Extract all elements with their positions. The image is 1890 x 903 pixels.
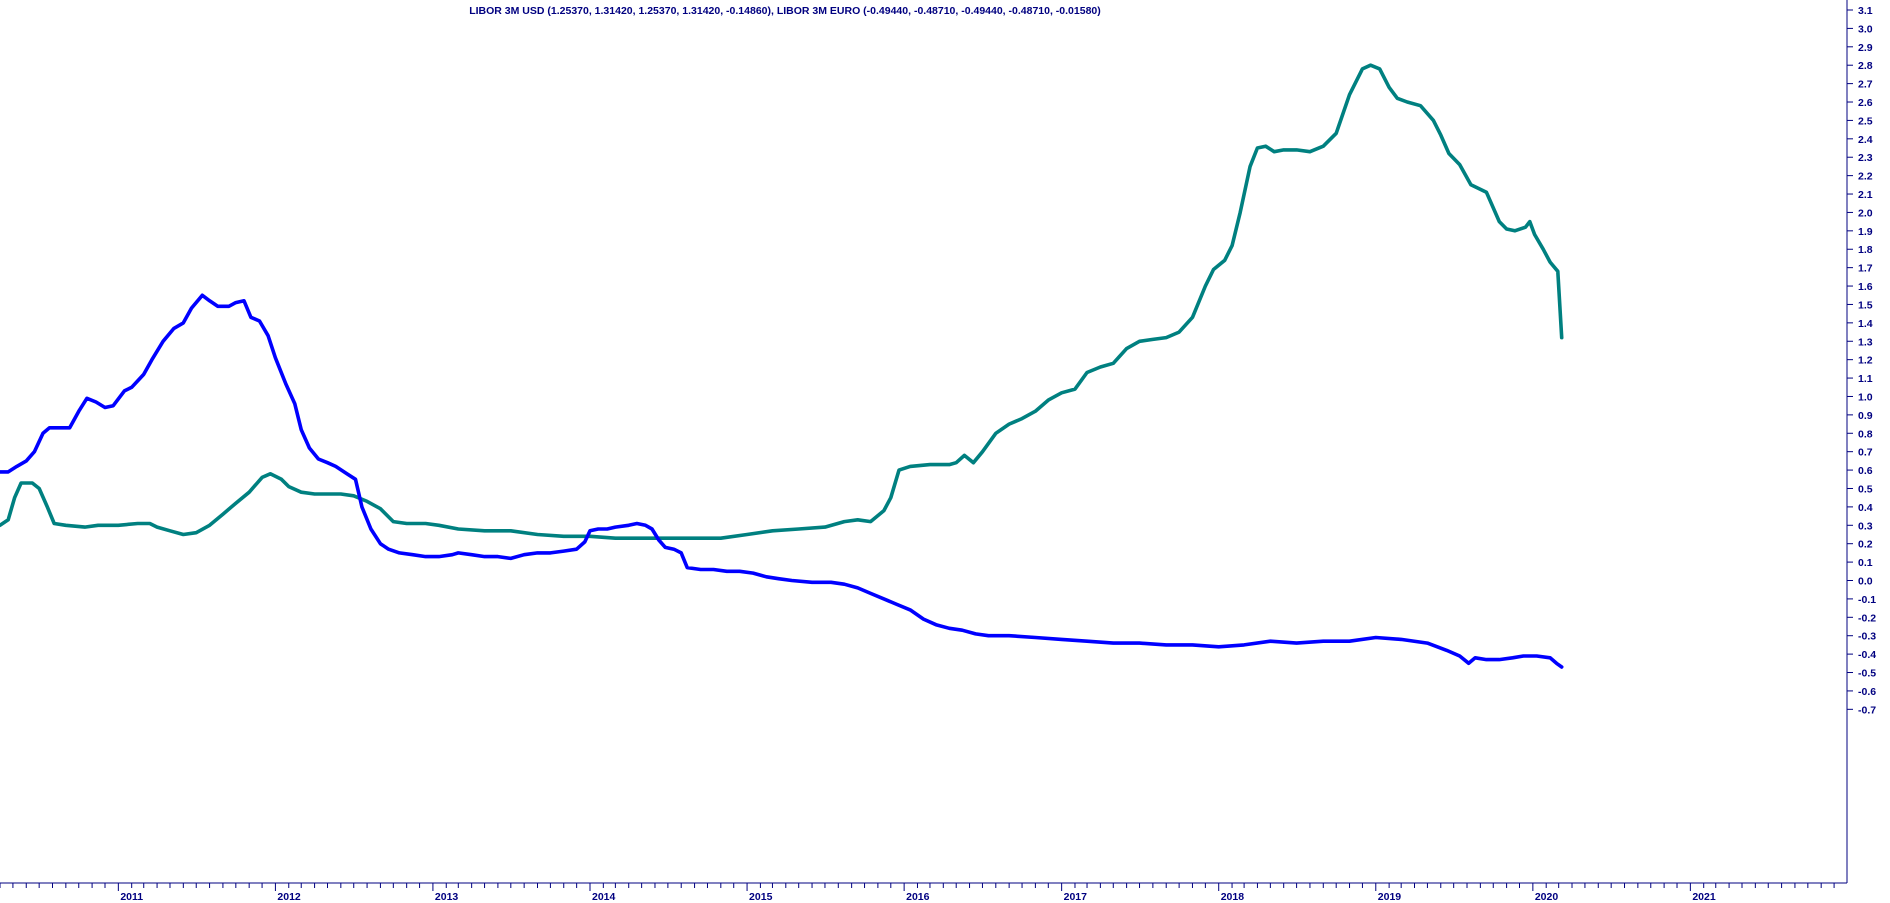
series-group bbox=[0, 63, 1564, 669]
y-tick-label: -0.1 bbox=[1858, 594, 1876, 606]
y-tick-label: 2.6 bbox=[1858, 97, 1873, 109]
y-axis-ticks: 3.1 3.0 2.9 2.8 2.7 2.6 2.5 2.4 2.3 2.2 2.1 2.0 1.9 1… bbox=[1847, 5, 1876, 716]
y-tick-label: 2.5 bbox=[1858, 115, 1873, 127]
y-tick-label: 3.0 bbox=[1858, 23, 1873, 35]
y-tick-label: 1.8 bbox=[1858, 244, 1873, 256]
y-tick-label: -0.3 bbox=[1858, 631, 1876, 643]
y-tick-label: 1.0 bbox=[1858, 391, 1873, 403]
x-tick-label: 2018 bbox=[1221, 891, 1245, 903]
y-tick-label: 1.1 bbox=[1858, 373, 1873, 385]
y-tick-label: 1.7 bbox=[1858, 263, 1873, 275]
y-tick-label: 1.2 bbox=[1858, 355, 1873, 367]
y-tick-label: 2.8 bbox=[1858, 60, 1873, 72]
y-tick-label: 0.8 bbox=[1858, 428, 1873, 440]
y-tick-label: -0.6 bbox=[1858, 686, 1876, 698]
y-tick-label: 3.1 bbox=[1858, 5, 1873, 17]
x-tick-label: 2017 bbox=[1064, 891, 1088, 903]
y-tick-label: 2.7 bbox=[1858, 79, 1873, 91]
y-tick-label: 2.9 bbox=[1858, 42, 1873, 54]
y-tick-label: 0.4 bbox=[1858, 502, 1873, 514]
x-tick-label: 2012 bbox=[277, 891, 301, 903]
chart-title: LIBOR 3M USD (1.25370, 1.31420, 1.25370,… bbox=[469, 5, 1101, 17]
y-tick-label: -0.2 bbox=[1858, 612, 1876, 624]
y-tick-label: 0.7 bbox=[1858, 447, 1873, 459]
y-tick-label: 0.1 bbox=[1858, 557, 1873, 569]
y-tick-label: 2.1 bbox=[1858, 189, 1873, 201]
x-tick-label: 2019 bbox=[1378, 891, 1402, 903]
y-tick-label: 0.6 bbox=[1858, 465, 1873, 477]
x-tick-label: 2020 bbox=[1535, 891, 1559, 903]
y-tick-label: 0.3 bbox=[1858, 520, 1873, 532]
x-tick-label: 2015 bbox=[749, 891, 773, 903]
x-tick-label: 2011 bbox=[120, 891, 143, 903]
y-tick-label: 1.4 bbox=[1858, 318, 1873, 330]
y-tick-label: -0.4 bbox=[1858, 649, 1876, 661]
y-tick-label: 0.5 bbox=[1858, 483, 1873, 495]
y-tick-label: -0.7 bbox=[1858, 704, 1876, 716]
series-line-libor-3m-euro bbox=[0, 293, 1564, 669]
y-tick-label: 2.2 bbox=[1858, 171, 1873, 183]
x-tick-label: 2016 bbox=[906, 891, 930, 903]
series-line-libor-3m-usd bbox=[0, 63, 1564, 540]
y-tick-label: 1.6 bbox=[1858, 281, 1873, 293]
y-tick-label: -0.5 bbox=[1858, 668, 1876, 680]
y-tick-label: 0.2 bbox=[1858, 539, 1873, 551]
y-tick-label: 1.9 bbox=[1858, 226, 1873, 238]
y-tick-label: 0.0 bbox=[1858, 576, 1873, 588]
y-tick-label: 2.4 bbox=[1858, 134, 1873, 146]
y-tick-label: 2.0 bbox=[1858, 207, 1873, 219]
y-tick-label: 2.3 bbox=[1858, 152, 1873, 164]
x-tick-label: 2014 bbox=[592, 891, 616, 903]
y-tick-label: 1.5 bbox=[1858, 299, 1873, 311]
x-tick-label: 2021 bbox=[1692, 891, 1716, 903]
y-tick-label: 0.9 bbox=[1858, 410, 1873, 422]
y-tick-label: 1.3 bbox=[1858, 336, 1873, 348]
x-tick-label: 2013 bbox=[435, 891, 459, 903]
x-axis-ticks: 2011 2012 2013 2014 2015 2016 2017 2018 2019 2020… bbox=[0, 883, 1835, 903]
